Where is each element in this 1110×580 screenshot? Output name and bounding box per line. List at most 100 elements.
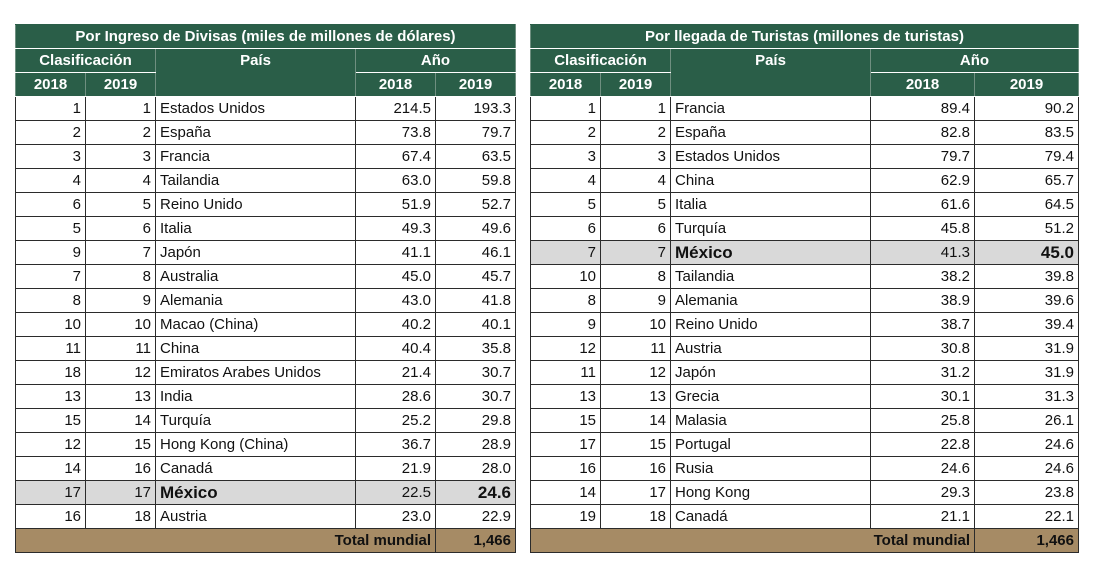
country-cell: Hong Kong (China) xyxy=(155,432,356,457)
value-2018-cell: 38.9 xyxy=(870,288,975,313)
rank-2019-cell: 2 xyxy=(600,120,671,145)
country-header: País xyxy=(670,48,871,97)
rank-2019-cell: 11 xyxy=(85,336,156,361)
rank-2018-cell: 12 xyxy=(530,336,601,361)
rank-2019-cell: 13 xyxy=(85,384,156,409)
country-cell: Turquía xyxy=(155,408,356,433)
table-row: 12 15 Hong Kong (China) 36.7 28.9 xyxy=(15,432,516,457)
table-row: 14 16 Canadá 21.9 28.0 xyxy=(15,456,516,481)
value-2018-cell: 31.2 xyxy=(870,360,975,385)
divisas-table: Por Ingreso de Divisas (miles de millone… xyxy=(15,24,516,553)
value-2018-cell: 29.3 xyxy=(870,480,975,505)
table-row: 16 18 Austria 23.0 22.9 xyxy=(15,504,516,529)
table-row: 3 3 Estados Unidos 79.7 79.4 xyxy=(530,144,1079,169)
country-cell: Japón xyxy=(670,360,871,385)
country-cell: Estados Unidos xyxy=(670,144,871,169)
total-label: Total mundial xyxy=(155,528,436,553)
rank-2019-cell: 5 xyxy=(85,192,156,217)
rank-2018-cell: 3 xyxy=(15,144,86,169)
country-cell: Canadá xyxy=(155,456,356,481)
value-2018-cell: 62.9 xyxy=(870,168,975,193)
value-2018-cell: 21.4 xyxy=(355,360,436,385)
table-row: 4 4 China 62.9 65.7 xyxy=(530,168,1079,193)
value-2018-cell: 63.0 xyxy=(355,168,436,193)
total-value: 1,466 xyxy=(974,528,1079,553)
country-cell: Italia xyxy=(670,192,871,217)
table-row: 12 11 Austria 30.8 31.9 xyxy=(530,336,1079,361)
value-2019-cell: 23.8 xyxy=(974,480,1079,505)
value-2018-cell: 41.1 xyxy=(355,240,436,265)
country-cell: España xyxy=(155,120,356,145)
rank-2019-cell: 1 xyxy=(600,96,671,121)
value-2018-cell: 45.8 xyxy=(870,216,975,241)
value-2019-cell: 83.5 xyxy=(974,120,1079,145)
value-2019-cell: 79.7 xyxy=(435,120,516,145)
table-row: 19 18 Canadá 21.1 22.1 xyxy=(530,504,1079,529)
table-row: 13 13 India 28.6 30.7 xyxy=(15,384,516,409)
country-cell: Macao (China) xyxy=(155,312,356,337)
rank-2018-cell: 15 xyxy=(530,408,601,433)
rank-2018-cell: 11 xyxy=(530,360,601,385)
value-2019-cell: 24.6 xyxy=(435,480,516,505)
value-2018-cell: 45.0 xyxy=(355,264,436,289)
value-2019-cell: 22.9 xyxy=(435,504,516,529)
value-2019-cell: 30.7 xyxy=(435,360,516,385)
value-2018-cell: 21.9 xyxy=(355,456,436,481)
rank-2019-cell: 15 xyxy=(85,432,156,457)
value-2018-cell: 25.8 xyxy=(870,408,975,433)
rank-2019-cell: 1 xyxy=(85,96,156,121)
country-cell: Francia xyxy=(155,144,356,169)
rank-2019-cell: 3 xyxy=(600,144,671,169)
country-cell: Tailandia xyxy=(670,264,871,289)
rank-header: Clasificación xyxy=(530,48,671,73)
rank-2018-cell: 10 xyxy=(15,312,86,337)
value-2019-cell: 22.1 xyxy=(974,504,1079,529)
rank-2018-cell: 2 xyxy=(530,120,601,145)
value-2019-header: 2019 xyxy=(974,72,1079,97)
rank-2018-cell: 5 xyxy=(530,192,601,217)
turistas-table: Por llegada de Turistas (millones de tur… xyxy=(530,24,1079,553)
value-2018-cell: 30.1 xyxy=(870,384,975,409)
table-row: 6 6 Turquía 45.8 51.2 xyxy=(530,216,1079,241)
divisas-table-title: Por Ingreso de Divisas (miles de millone… xyxy=(15,24,516,49)
rank-2018-cell: 5 xyxy=(15,216,86,241)
country-cell: México xyxy=(670,240,871,265)
rank-2019-cell: 5 xyxy=(600,192,671,217)
value-2019-cell: 63.5 xyxy=(435,144,516,169)
country-cell: Turquía xyxy=(670,216,871,241)
value-2019-cell: 29.8 xyxy=(435,408,516,433)
country-cell: Italia xyxy=(155,216,356,241)
country-cell: Malasia xyxy=(670,408,871,433)
rank-2018-cell: 13 xyxy=(530,384,601,409)
country-cell: Emiratos Arabes Unidos xyxy=(155,360,356,385)
value-2019-cell: 26.1 xyxy=(974,408,1079,433)
rank-2019-cell: 11 xyxy=(600,336,671,361)
table-row: 8 9 Alemania 38.9 39.6 xyxy=(530,288,1079,313)
value-2018-cell: 36.7 xyxy=(355,432,436,457)
value-2018-cell: 89.4 xyxy=(870,96,975,121)
rank-2019-cell: 7 xyxy=(600,240,671,265)
table-row: 2 2 España 82.8 83.5 xyxy=(530,120,1079,145)
rank-2019-cell: 15 xyxy=(600,432,671,457)
value-2018-cell: 22.8 xyxy=(870,432,975,457)
rank-2019-cell: 10 xyxy=(85,312,156,337)
table-row: 15 14 Turquía 25.2 29.8 xyxy=(15,408,516,433)
value-2019-cell: 28.0 xyxy=(435,456,516,481)
country-cell: Austria xyxy=(155,504,356,529)
value-2018-cell: 38.7 xyxy=(870,312,975,337)
table-row: 13 13 Grecia 30.1 31.3 xyxy=(530,384,1079,409)
value-2019-cell: 45.7 xyxy=(435,264,516,289)
table-row: 15 14 Malasia 25.8 26.1 xyxy=(530,408,1079,433)
rank-2018-cell: 12 xyxy=(15,432,86,457)
value-2019-cell: 193.3 xyxy=(435,96,516,121)
table-row: 8 9 Alemania 43.0 41.8 xyxy=(15,288,516,313)
value-2019-cell: 51.2 xyxy=(974,216,1079,241)
table-row: 5 6 Italia 49.3 49.6 xyxy=(15,216,516,241)
rank-2018-cell: 18 xyxy=(15,360,86,385)
rank-2018-cell: 14 xyxy=(530,480,601,505)
value-2019-cell: 41.8 xyxy=(435,288,516,313)
value-2019-cell: 24.6 xyxy=(974,432,1079,457)
turistas-table-header: Por llegada de Turistas (millones de tur… xyxy=(530,24,1079,97)
rank-2018-cell: 15 xyxy=(15,408,86,433)
rank-2019-cell: 12 xyxy=(600,360,671,385)
